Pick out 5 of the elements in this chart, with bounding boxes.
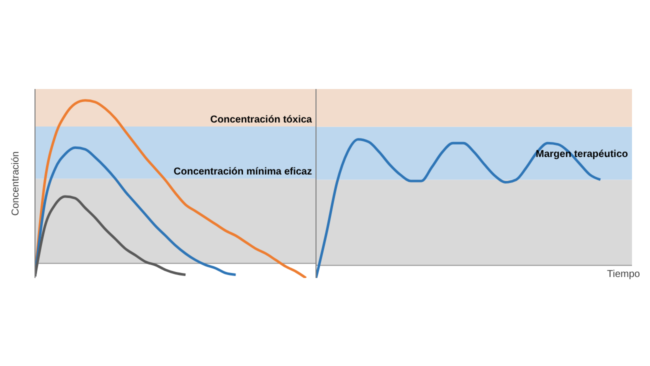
band-label: Margen terapéutico: [536, 148, 628, 160]
x-axis-title: Tiempo: [607, 269, 640, 280]
band-label: Concentración tóxica: [210, 114, 312, 126]
band-label: Concentración mínima eficaz: [174, 166, 312, 178]
y-axis-title: Concentración: [10, 151, 22, 216]
